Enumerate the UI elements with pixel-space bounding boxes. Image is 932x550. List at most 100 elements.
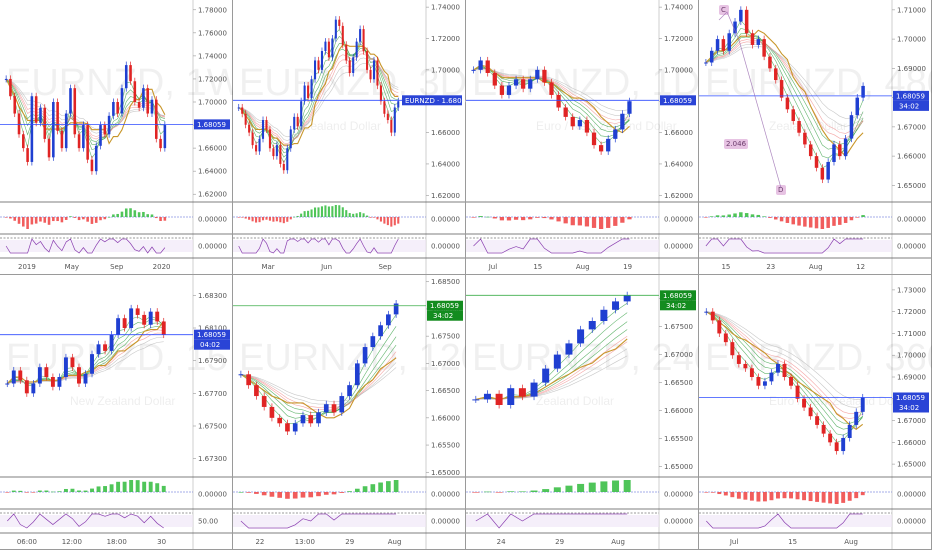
candle-body (135, 308, 140, 315)
histogram-bar (369, 217, 372, 218)
y-tick-label: 1.68300 (198, 292, 227, 300)
candle (530, 379, 538, 401)
candle (122, 314, 127, 332)
histogram-bar (22, 217, 25, 227)
candle (577, 325, 585, 347)
x-tick-label: 2019 (18, 263, 36, 271)
candle (163, 121, 167, 152)
histogram-bar (623, 480, 631, 492)
histogram-bar (300, 213, 303, 217)
candle (584, 116, 590, 137)
candle (542, 365, 550, 387)
histogram-bar (82, 217, 85, 220)
histogram-bar (376, 217, 379, 220)
histogram-bar (359, 212, 362, 217)
candle-body (521, 79, 526, 89)
candle (142, 311, 147, 329)
candle (535, 66, 540, 83)
histogram-bar (238, 492, 244, 493)
candle-body (779, 80, 784, 98)
price-label: 1.68059 (896, 394, 925, 402)
chart-panel-15min[interactable]: EURNZD, 15 New Zealand Dollar 1.68300 1.681… (0, 275, 233, 550)
candle (258, 135, 261, 155)
chart-panel-360[interactable]: EURNZD, 360 Euro / New Zealand Dollar 1.73… (699, 275, 932, 550)
candle (750, 29, 755, 49)
osc-tick-label: 0.00000 (431, 491, 460, 499)
candle-body (744, 9, 749, 34)
candle-body (397, 101, 400, 108)
candle-body (854, 411, 859, 425)
histogram-bar (324, 205, 327, 217)
candle-body (18, 370, 23, 381)
candle (265, 116, 268, 133)
candle (261, 116, 265, 143)
histogram-bar (258, 217, 261, 223)
histogram-bar (861, 215, 865, 217)
histogram-bar (528, 217, 533, 220)
candle-body (275, 145, 278, 157)
chart-panel-120[interactable]: EURNZD, 1201.685001.680001.675001.670001… (233, 275, 466, 550)
candle-body (331, 404, 337, 413)
histogram-bar (327, 206, 330, 217)
ribbon-line (705, 45, 864, 119)
candle-body (116, 102, 119, 114)
ribbon-line (238, 53, 399, 145)
histogram-bar (18, 490, 23, 492)
chart-panel-3day[interactable]: EURNZD, 3D Zealand Dollar 1.74000 1.72000 1.… (233, 0, 466, 275)
candle-body (542, 368, 550, 383)
x-tick-label: 2020 (153, 263, 171, 271)
histogram-bar (70, 488, 75, 492)
candle (137, 98, 141, 112)
candle (359, 25, 362, 46)
candle-body (762, 381, 767, 386)
candle (86, 121, 89, 164)
candle (620, 110, 625, 133)
candle-body (814, 156, 819, 168)
histogram-bar (292, 492, 298, 499)
candle-body (627, 101, 632, 114)
candle-body (5, 383, 10, 385)
histogram-bar (282, 217, 285, 224)
histogram-bar (96, 486, 101, 492)
candle-body (303, 85, 306, 102)
candle (386, 110, 389, 124)
candle (704, 58, 708, 67)
candle (390, 116, 393, 137)
histogram-bar (244, 217, 247, 219)
candle (310, 75, 313, 102)
x-tick-label: 12 (856, 263, 865, 271)
candle-body (802, 398, 807, 408)
candle (744, 6, 749, 37)
histogram-bar (4, 217, 8, 218)
histogram-bar (308, 492, 314, 498)
candle (776, 360, 780, 377)
chart-panel-480[interactable]: EURNZD, 480 Zealand Dollar 1.71000 1.70000 1… (699, 0, 932, 275)
histogram-bar (591, 217, 597, 228)
candle-body (73, 88, 77, 135)
histogram-bar (620, 217, 625, 223)
candle-body (313, 60, 317, 80)
candle (308, 411, 314, 427)
candle-body (9, 78, 12, 97)
candle (565, 339, 573, 359)
y-tick-label: 1.72000 (664, 35, 693, 43)
candle (56, 98, 59, 135)
countdown-timer: 34:02 (899, 102, 919, 110)
candle (370, 332, 376, 351)
candle-body (797, 121, 801, 133)
candle-body (244, 113, 247, 125)
chart-panel-daily[interactable]: EURNZD, 1D Euro / New Zealand Dollar 1.740… (466, 0, 699, 275)
histogram-bar (355, 213, 358, 217)
candle (11, 366, 16, 388)
chart-panel-weekly[interactable]: EURNZD, 1W 1.78000 1.76000 1.74000 1.72000 1.… (0, 0, 233, 275)
price-label-box (194, 119, 230, 130)
candle (715, 35, 720, 55)
price-label-box (660, 290, 696, 301)
histogram-bar (730, 492, 735, 498)
x-tick-label: 15 (533, 263, 542, 271)
candle-body (254, 385, 259, 397)
candle-body (251, 132, 254, 146)
histogram-bar (146, 214, 149, 217)
